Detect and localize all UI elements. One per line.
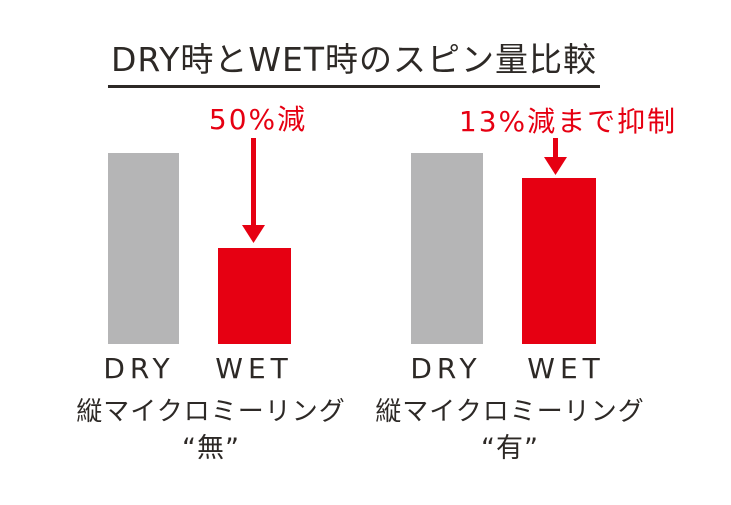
caption-line1: 縦マイクロミーリング — [375, 397, 645, 427]
category-label-wet: WET — [527, 352, 605, 385]
arrow-shaft — [553, 138, 558, 157]
caption-line2: “無” — [182, 432, 240, 464]
annotation-13-percent-reduction: 13%減まで抑制 — [458, 105, 678, 138]
group-caption-with-milling: 縦マイクロミーリング “有” — [375, 396, 644, 465]
caption-line2: “有” — [481, 432, 539, 464]
down-arrow-icon — [242, 138, 265, 243]
category-label-wet: WET — [215, 352, 293, 385]
chart-title: DRY時とWET時のスピン量比較 — [107, 33, 601, 88]
bar-dry-with-milling — [411, 153, 483, 344]
bar-wet-without-milling — [218, 248, 291, 344]
arrow-head — [242, 225, 265, 243]
category-label-dry: DRY — [103, 352, 175, 385]
bar-dry-without-milling — [108, 153, 179, 344]
arrow-shaft — [251, 138, 256, 225]
annotation-50-percent-reduction: 50%減 — [208, 103, 308, 136]
arrow-head — [544, 157, 567, 175]
category-label-dry: DRY — [410, 352, 482, 385]
caption-line1: 縦マイクロミーリング — [76, 397, 346, 427]
bar-wet-with-milling — [522, 178, 596, 344]
down-arrow-icon — [544, 138, 567, 175]
group-caption-without-milling: 縦マイクロミーリング “無” — [76, 396, 345, 465]
